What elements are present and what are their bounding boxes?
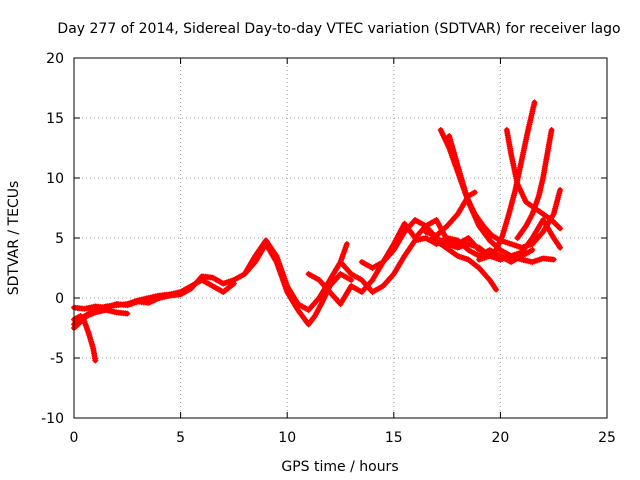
y-tick-label: 5 xyxy=(55,231,64,247)
data-point xyxy=(557,187,564,193)
axis-ticks: 0 5 10 15 20 25 -10 -5 0 5 10 15 20 xyxy=(41,51,616,446)
y-tick-label: -5 xyxy=(50,351,64,367)
x-tick-label: 10 xyxy=(278,430,296,446)
y-tick-label: -10 xyxy=(41,411,64,427)
data-point xyxy=(476,256,483,263)
data-point xyxy=(92,357,99,364)
y-tick-label: 0 xyxy=(55,291,64,307)
data-point xyxy=(453,252,460,258)
x-tick-label: 25 xyxy=(598,430,616,446)
series-track-13 xyxy=(514,127,555,241)
data-point xyxy=(348,277,355,283)
data-point xyxy=(230,280,237,287)
series-track-5 xyxy=(241,241,355,328)
data-point xyxy=(548,217,555,223)
series-track-14 xyxy=(429,235,500,293)
y-tick-label: 10 xyxy=(46,171,64,187)
data-point xyxy=(124,310,131,317)
data-series xyxy=(71,99,564,364)
data-point xyxy=(557,225,564,232)
data-point xyxy=(529,247,536,253)
plot-frame xyxy=(73,57,608,419)
y-tick-label: 15 xyxy=(46,111,64,127)
series-track-15 xyxy=(422,189,478,239)
x-tick-label: 5 xyxy=(176,430,185,446)
data-point xyxy=(557,244,564,251)
data-point xyxy=(555,224,562,230)
series-track-4 xyxy=(71,277,237,328)
x-tick-label: 20 xyxy=(491,430,509,446)
series-track-12 xyxy=(476,99,538,263)
x-tick-label: 0 xyxy=(70,430,79,446)
data-point xyxy=(442,224,449,231)
data-point xyxy=(551,219,558,226)
data-point xyxy=(471,189,478,196)
chart-title: Day 277 of 2014, Sidereal Day-to-day VTE… xyxy=(57,21,620,37)
data-point xyxy=(554,222,561,229)
data-point xyxy=(343,241,350,247)
data-point xyxy=(488,251,495,258)
y-tick-label: 20 xyxy=(46,51,64,67)
x-axis-label: GPS time / hours xyxy=(281,459,398,475)
x-tick-label: 15 xyxy=(385,430,403,446)
data-point xyxy=(514,235,521,241)
data-point xyxy=(310,314,317,321)
data-point xyxy=(552,221,559,228)
data-point xyxy=(493,286,500,293)
y-axis-label: SDTVAR / TECUs xyxy=(6,181,22,296)
grid xyxy=(74,58,607,418)
data-point xyxy=(550,256,557,263)
series-track-9 xyxy=(437,127,564,251)
data-point xyxy=(549,218,556,225)
